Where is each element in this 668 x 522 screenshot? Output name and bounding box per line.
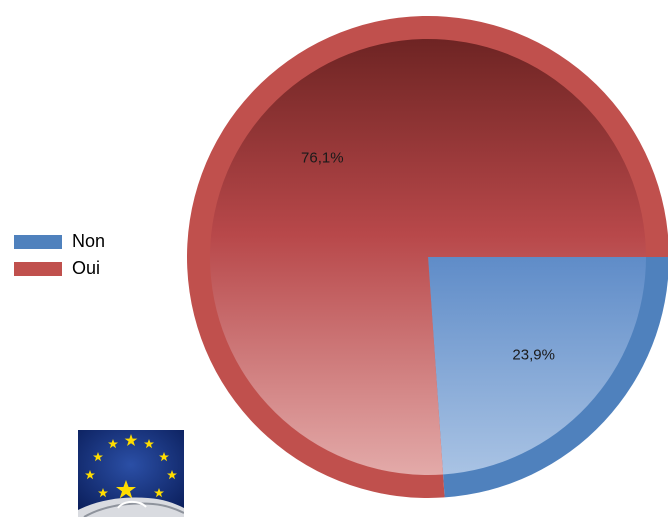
pie-slice-oui: [187, 16, 668, 498]
legend-label-oui: Oui: [72, 258, 101, 278]
data-label-oui: 76,1%: [301, 149, 344, 166]
pie-slice-non: [428, 257, 668, 498]
data-label-non: 23,9%: [512, 347, 555, 364]
pie-slices: [187, 16, 668, 498]
legend-label-non: Non: [72, 231, 106, 251]
pie-slice-face-oui: [209, 39, 646, 476]
pie-slice-face-non: [428, 257, 646, 475]
chart-legend: Non Oui: [14, 228, 105, 282]
eu-stars-logo-icon: [78, 430, 185, 518]
legend-swatch-non: [14, 234, 62, 249]
legend-item-non: Non: [14, 228, 105, 255]
legend-item-oui: Oui: [14, 255, 105, 282]
pie-data-labels: 23,9% 76,1%: [301, 149, 555, 363]
legend-swatch-oui: [14, 261, 62, 276]
